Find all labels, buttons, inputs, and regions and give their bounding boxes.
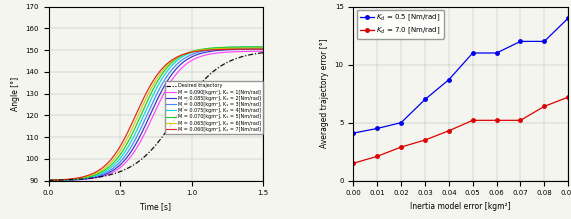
$K_d$ = 0.5 [Nm/rad] <box>517 40 524 43</box>
$K_d$ = 7.0 [Nm/rad] <box>350 162 357 165</box>
$K_d$ = 0.5 [Nm/rad] <box>350 132 357 134</box>
$K_d$ = 7.0 [Nm/rad] <box>421 139 428 141</box>
$K_d$ = 7.0 [Nm/rad] <box>469 119 476 122</box>
$K_d$ = 7.0 [Nm/rad] <box>565 96 571 98</box>
$K_d$ = 0.5 [Nm/rad] <box>398 121 405 124</box>
Y-axis label: Averaged trajectory error [°]: Averaged trajectory error [°] <box>320 39 329 148</box>
$K_d$ = 7.0 [Nm/rad] <box>517 119 524 122</box>
$K_d$ = 7.0 [Nm/rad] <box>445 129 452 132</box>
$K_d$ = 7.0 [Nm/rad] <box>493 119 500 122</box>
X-axis label: Inertia model error [kgm²]: Inertia model error [kgm²] <box>411 202 511 211</box>
$K_d$ = 7.0 [Nm/rad] <box>541 105 548 108</box>
$K_d$ = 7.0 [Nm/rad] <box>374 155 381 158</box>
$K_d$ = 0.5 [Nm/rad] <box>421 98 428 101</box>
Y-axis label: Angle [°]: Angle [°] <box>11 77 20 111</box>
$K_d$ = 0.5 [Nm/rad] <box>374 127 381 130</box>
X-axis label: Time [s]: Time [s] <box>140 202 171 211</box>
$K_d$ = 7.0 [Nm/rad] <box>398 146 405 148</box>
$K_d$ = 0.5 [Nm/rad] <box>493 52 500 54</box>
$K_d$ = 0.5 [Nm/rad] <box>541 40 548 43</box>
Legend: Desired trajectory, M = 0.090[kgm²], Kₓ = 1[Nm/rad], M = 0.085[kgm²], Kₓ = 2[Nm/: Desired trajectory, M = 0.090[kgm²], Kₓ … <box>164 81 263 134</box>
Line: $K_d$ = 0.5 [Nm/rad]: $K_d$ = 0.5 [Nm/rad] <box>352 16 570 135</box>
$K_d$ = 0.5 [Nm/rad] <box>445 78 452 81</box>
$K_d$ = 0.5 [Nm/rad] <box>565 17 571 19</box>
$K_d$ = 0.5 [Nm/rad] <box>469 52 476 54</box>
Legend: $K_d$ = 0.5 [Nm/rad], $K_d$ = 7.0 [Nm/rad]: $K_d$ = 0.5 [Nm/rad], $K_d$ = 7.0 [Nm/ra… <box>357 10 444 39</box>
Line: $K_d$ = 7.0 [Nm/rad]: $K_d$ = 7.0 [Nm/rad] <box>352 95 570 165</box>
